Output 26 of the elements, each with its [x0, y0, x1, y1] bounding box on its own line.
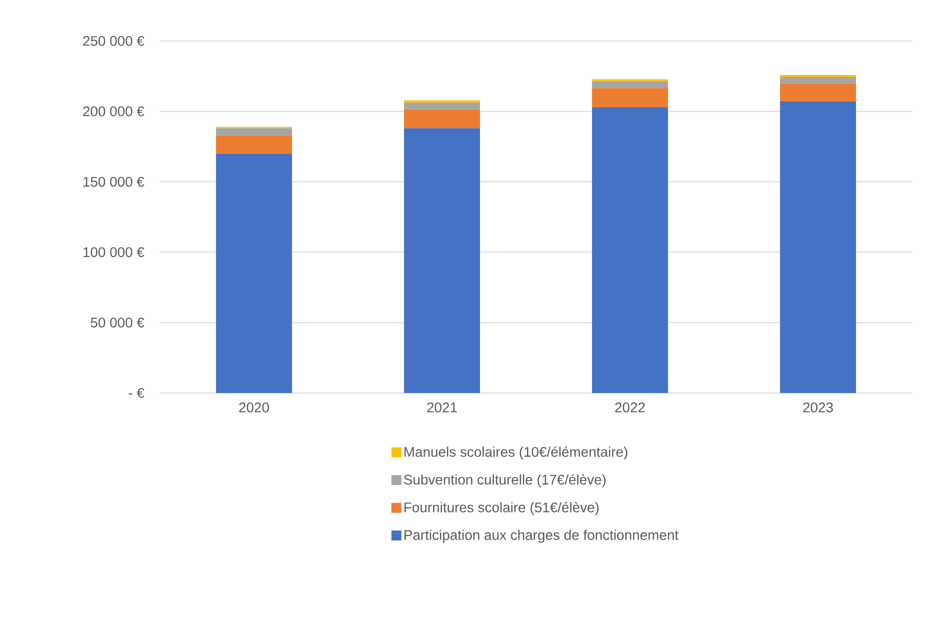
y-tick-label: 100 000 € [84, 247, 144, 258]
y-tick-label: - € [128, 388, 144, 398]
legend-label: Manuels scolaires (10€/élémentaire) [404, 446, 628, 460]
legend-label: Fournitures scolaire (51€/élève) [404, 502, 599, 516]
bar [404, 128, 480, 393]
bar [592, 107, 668, 393]
bar [780, 102, 856, 393]
x-tick-label: 2021 [427, 402, 457, 412]
y-tick-label: 200 000 € [83, 106, 144, 116]
y-tick-label: 150 000 € [84, 176, 144, 187]
bar [404, 102, 480, 110]
x-tick-label: 2023 [803, 402, 833, 412]
x-tick-label: 2022 [615, 402, 645, 412]
bar [216, 154, 292, 393]
y-tick-label: 50 000 € [90, 318, 144, 328]
legend-label: Participation aux charges de fonctionnement [404, 530, 678, 543]
bar [780, 84, 856, 102]
x-tick-label: 2020 [239, 402, 269, 412]
bar [216, 128, 292, 136]
bar [592, 82, 668, 88]
bar [592, 88, 668, 108]
legend-label: Subvention culturelle (17€/élève) [404, 474, 606, 488]
bar [404, 109, 480, 128]
y-tick-label: 250 000 € [83, 36, 144, 46]
bar [780, 77, 856, 84]
bar [216, 135, 292, 154]
